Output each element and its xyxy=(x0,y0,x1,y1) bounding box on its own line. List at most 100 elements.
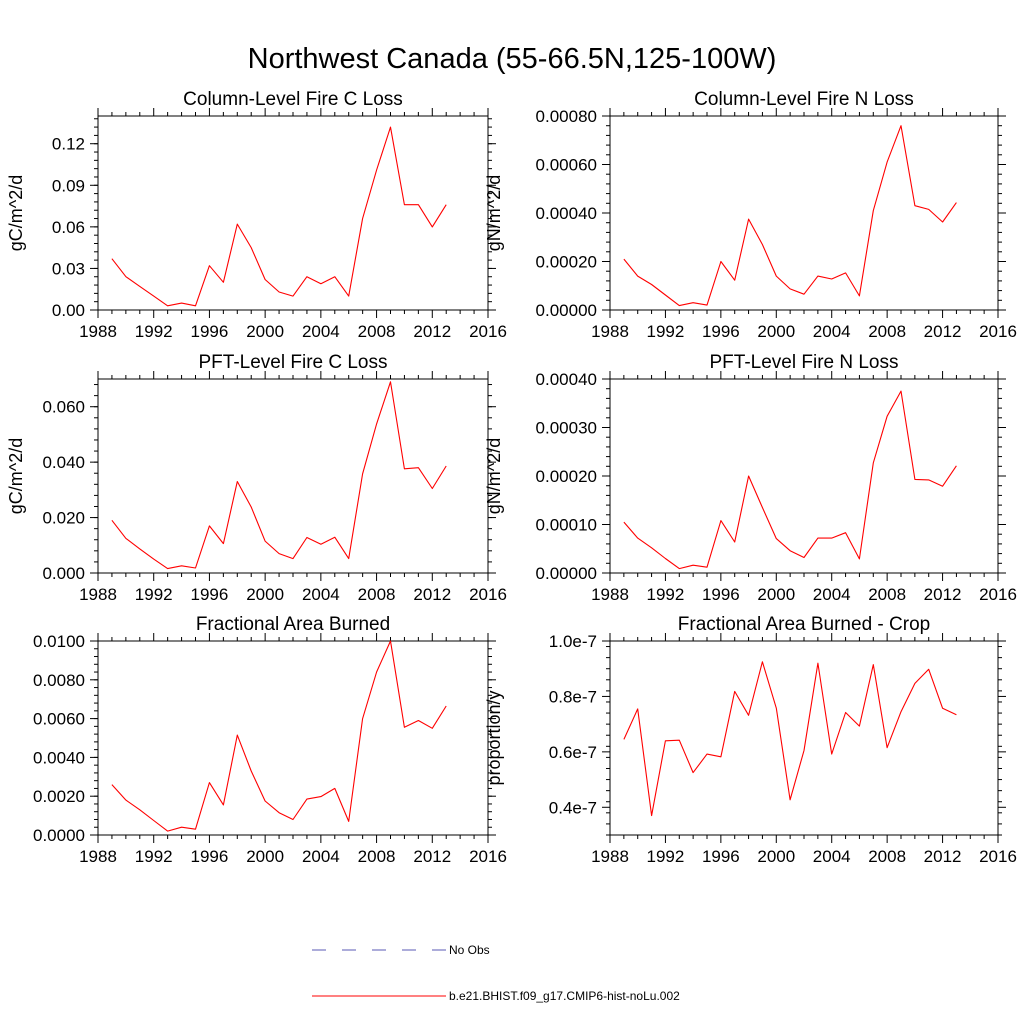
panel-title: Fractional Area Burned - Crop xyxy=(678,614,930,635)
y-tick-label: 0.00000 xyxy=(536,301,597,320)
panel-title: PFT-Level Fire N Loss xyxy=(710,352,899,373)
chart-panels: Column-Level Fire C Loss 1988 1992 1996 2000… xyxy=(6,89,1017,866)
x-tick-label: 1992 xyxy=(135,847,173,866)
y-tick-label: 0.06 xyxy=(52,218,85,237)
x-tick-label: 1992 xyxy=(647,847,685,866)
x-tick-label: 2016 xyxy=(469,322,507,341)
x-tick-label: 2000 xyxy=(246,585,284,604)
panel-title: Column-Level Fire C Loss xyxy=(183,89,403,110)
x-tick-label: 2000 xyxy=(246,322,284,341)
x-tick-label: 1992 xyxy=(647,322,685,341)
x-tick-label: 1996 xyxy=(702,847,740,866)
y-tick-label: 0.00000 xyxy=(536,564,597,583)
x-tick-label: 2016 xyxy=(979,847,1017,866)
y-tick-label: 0.060 xyxy=(42,398,85,417)
chart-panel-4: PFT-Level Fire N Loss 1988 1992 1996 2000 200… xyxy=(484,352,1017,604)
x-tick-label: 1988 xyxy=(79,585,117,604)
y-tick-label: 0.00010 xyxy=(536,516,597,535)
y-axis-label: gN/m^2/d xyxy=(484,438,504,514)
legend-label-1: No Obs xyxy=(449,943,490,957)
y-tick-label: 0.00040 xyxy=(536,204,597,223)
x-tick-label: 2012 xyxy=(413,322,451,341)
x-tick-label: 2016 xyxy=(469,585,507,604)
x-tick-label: 2008 xyxy=(358,847,396,866)
y-tick-label: 0.00020 xyxy=(536,467,597,486)
x-tick-label: 2004 xyxy=(302,585,340,604)
y-tick-label: 0.0100 xyxy=(33,632,85,651)
y-tick-label: 0.00 xyxy=(52,301,85,320)
x-tick-label: 1996 xyxy=(191,322,229,341)
x-tick-label: 2004 xyxy=(302,322,340,341)
x-tick-label: 2008 xyxy=(358,322,396,341)
x-tick-label: 2000 xyxy=(757,322,795,341)
y-axis-label: gN/m^2/d xyxy=(484,175,504,251)
y-tick-label: 0.0060 xyxy=(33,710,85,729)
x-tick-label: 2000 xyxy=(757,585,795,604)
series-line-1 xyxy=(623,661,957,817)
x-tick-label: 1992 xyxy=(135,585,173,604)
x-tick-label: 2004 xyxy=(813,322,851,341)
series-line-1 xyxy=(111,640,447,832)
chart-panel-3: PFT-Level Fire C Loss 1988 1992 1996 2000 200… xyxy=(6,352,507,604)
y-tick-label: 0.4e-7 xyxy=(549,798,597,817)
y-tick-label: 0.09 xyxy=(52,176,85,195)
x-tick-label: 2012 xyxy=(924,847,962,866)
legend-label-2: b.e21.BHIST.f09_g17.CMIP6-hist-noLu.002 xyxy=(449,989,680,1003)
x-tick-label: 1996 xyxy=(702,585,740,604)
x-tick-label: 1988 xyxy=(591,847,629,866)
x-tick-label: 1988 xyxy=(591,322,629,341)
x-tick-label: 2012 xyxy=(924,322,962,341)
y-tick-label: 0.0020 xyxy=(33,787,85,806)
chart-panel-5: Fractional Area Burned 1988 1992 1996 2000 20… xyxy=(33,614,507,866)
x-tick-label: 1992 xyxy=(647,585,685,604)
panel-title: Column-Level Fire N Loss xyxy=(694,89,914,110)
y-tick-label: 0.0000 xyxy=(33,826,85,845)
chart-panel-6: Fractional Area Burned - Crop 1988 1992 199… xyxy=(484,614,1017,866)
figure-title: Northwest Canada (55-66.5N,125-100W) xyxy=(248,43,777,75)
y-tick-label: 0.040 xyxy=(42,453,85,472)
x-tick-label: 1996 xyxy=(702,322,740,341)
plot-frame xyxy=(609,378,999,574)
x-tick-label: 1992 xyxy=(135,322,173,341)
x-tick-label: 2000 xyxy=(757,847,795,866)
x-tick-label: 2016 xyxy=(469,847,507,866)
x-tick-label: 2004 xyxy=(813,585,851,604)
series-line-1 xyxy=(623,125,957,307)
x-tick-label: 2012 xyxy=(413,585,451,604)
y-tick-label: 0.03 xyxy=(52,259,85,278)
series-line-1 xyxy=(623,390,957,570)
x-tick-label: 2016 xyxy=(979,585,1017,604)
x-tick-label: 1996 xyxy=(191,585,229,604)
panel-title: PFT-Level Fire C Loss xyxy=(199,352,388,373)
y-axis-label: proportion/y xyxy=(484,690,504,785)
x-tick-label: 2008 xyxy=(868,585,906,604)
y-tick-label: 0.6e-7 xyxy=(549,743,597,762)
x-tick-label: 2000 xyxy=(246,847,284,866)
series-line-1 xyxy=(111,381,447,570)
x-tick-label: 1988 xyxy=(79,847,117,866)
x-tick-label: 2008 xyxy=(358,585,396,604)
y-tick-label: 0.0040 xyxy=(33,748,85,767)
x-tick-label: 2008 xyxy=(868,322,906,341)
y-axis-label: gC/m^2/d xyxy=(6,438,26,514)
y-tick-label: 0.020 xyxy=(42,509,85,528)
x-tick-label: 1988 xyxy=(79,322,117,341)
y-tick-label: 1.0e-7 xyxy=(549,632,597,651)
plot-frame xyxy=(97,115,489,311)
y-tick-label: 0.00060 xyxy=(536,156,597,175)
panel-title: Fractional Area Burned xyxy=(196,614,390,635)
plot-frame xyxy=(609,115,999,311)
chart-panel-1: Column-Level Fire C Loss 1988 1992 1996 2000… xyxy=(6,89,507,341)
y-tick-label: 0.00040 xyxy=(536,370,597,389)
y-tick-label: 0.0080 xyxy=(33,671,85,690)
chart-panel-2: Column-Level Fire N Loss 1988 1992 1996 2000… xyxy=(484,89,1017,341)
series-line-1 xyxy=(111,126,447,307)
x-tick-label: 2004 xyxy=(302,847,340,866)
y-axis-label: gC/m^2/d xyxy=(6,175,26,251)
x-tick-label: 1988 xyxy=(591,585,629,604)
y-tick-label: 0.8e-7 xyxy=(549,687,597,706)
y-tick-label: 0.000 xyxy=(42,564,85,583)
plot-frame xyxy=(609,640,999,836)
x-tick-label: 2016 xyxy=(979,322,1017,341)
